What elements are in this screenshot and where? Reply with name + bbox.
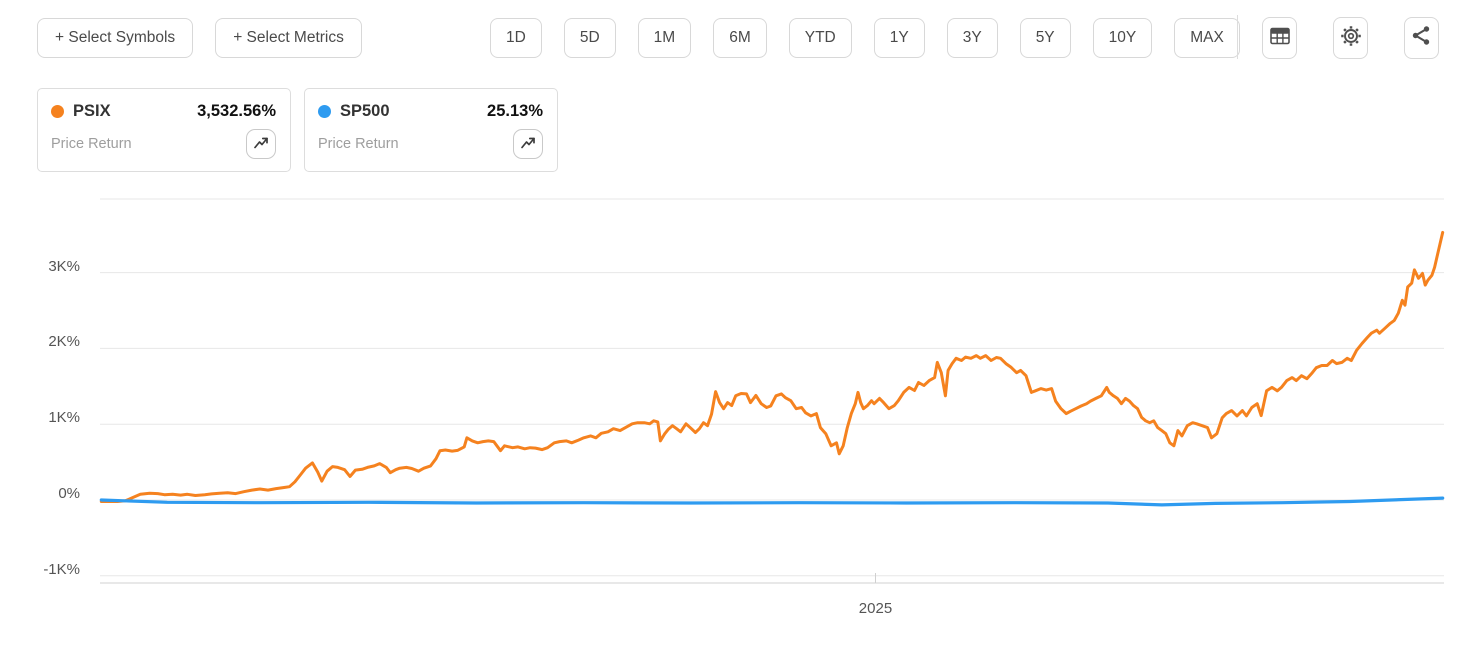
chart-action-toolbar (1262, 17, 1439, 59)
gear-icon (1340, 25, 1362, 52)
y-axis-tick-label: 3K% (48, 257, 80, 275)
time-range-toolbar: 1D 5D 1M 6M YTD 1Y 3Y 5Y 10Y MAX (490, 18, 1240, 58)
y-axis-tick-label: 2K% (48, 333, 80, 351)
symbol-return-value: 25.13% (487, 102, 543, 120)
table-icon (1269, 27, 1290, 50)
range-button-5d[interactable]: 5D (563, 18, 616, 58)
data-table-button[interactable] (1262, 17, 1297, 59)
symbol-return-value: 3,532.56% (197, 102, 276, 120)
range-button-6m[interactable]: 6M (713, 18, 767, 58)
settings-button[interactable] (1333, 17, 1368, 59)
symbol-metric-toolbar: + Select Symbols + Select Metrics (37, 18, 362, 58)
open-chart-button[interactable] (246, 129, 276, 159)
range-button-max[interactable]: MAX (1174, 18, 1240, 58)
legend-card-psix[interactable]: PSIX 3,532.56% Price Return (37, 88, 291, 172)
select-symbols-button[interactable]: + Select Symbols (37, 18, 194, 58)
y-axis-tick-label: 0% (58, 485, 80, 502)
y-axis-tick-label: -1K% (43, 560, 80, 578)
range-button-1m[interactable]: 1M (637, 18, 692, 58)
metric-label: Price Return (318, 136, 399, 152)
range-button-3y[interactable]: 3Y (946, 18, 998, 58)
metric-label: Price Return (51, 136, 132, 152)
range-button-ytd[interactable]: YTD (788, 18, 852, 58)
legend-card-sp500[interactable]: SP500 25.13% Price Return (304, 88, 558, 172)
trend-up-icon (253, 135, 269, 154)
series-color-dot (51, 105, 64, 118)
series-color-dot (318, 105, 331, 118)
range-button-1d[interactable]: 1D (490, 18, 542, 58)
toolbar-divider (1237, 15, 1238, 59)
range-button-10y[interactable]: 10Y (1092, 18, 1153, 58)
range-button-1y[interactable]: 1Y (873, 18, 925, 58)
share-icon (1411, 25, 1432, 51)
share-button[interactable] (1404, 17, 1439, 59)
open-chart-button[interactable] (513, 129, 543, 159)
x-axis-tick-label: 2025 (858, 600, 893, 617)
symbol-name: PSIX (73, 102, 111, 120)
select-metrics-button[interactable]: + Select Metrics (215, 18, 362, 58)
series-line-sp500 (99, 496, 1445, 507)
trend-up-icon (520, 135, 536, 154)
series-line-psix (99, 230, 1445, 503)
y-axis-tick-label: 1K% (48, 409, 80, 427)
range-button-5y[interactable]: 5Y (1019, 18, 1071, 58)
symbol-name: SP500 (340, 102, 390, 120)
